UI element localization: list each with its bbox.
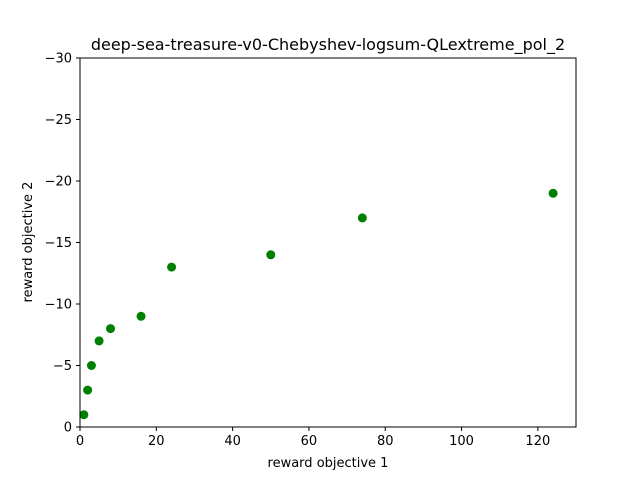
x-tick-label: 80	[377, 434, 394, 449]
data-point	[83, 385, 93, 395]
y-tick-label: −5	[53, 359, 72, 374]
data-points	[79, 188, 558, 420]
data-point	[266, 250, 276, 260]
chart-title: deep-sea-treasure-v0-Chebyshev-logsum-QL…	[91, 35, 565, 55]
x-axis-label: reward objective 1	[268, 456, 389, 471]
x-tick-label: 120	[525, 434, 550, 449]
x-tick-label: 0	[76, 434, 84, 449]
data-point	[136, 311, 146, 321]
data-point	[94, 336, 104, 346]
x-tick-label: 60	[301, 434, 318, 449]
y-axis-ticks: 0 −5 −10 −15 −20 −25 −30	[45, 52, 80, 436]
x-axis-ticks: 0 20 40 60 80 100 120	[76, 427, 550, 449]
y-tick-label: 0	[64, 421, 72, 436]
y-tick-label: −25	[45, 113, 72, 128]
plot-area	[80, 58, 576, 427]
y-tick-label: −20	[45, 175, 72, 190]
data-point	[357, 213, 367, 223]
data-point	[548, 188, 558, 198]
x-tick-label: 20	[148, 434, 165, 449]
x-tick-label: 100	[449, 434, 474, 449]
y-axis-label: reward objective 2	[21, 182, 36, 303]
data-point	[106, 324, 116, 334]
y-tick-label: −15	[45, 236, 72, 251]
x-tick-label: 40	[224, 434, 241, 449]
data-point	[167, 262, 177, 272]
data-point	[79, 410, 89, 420]
data-point	[86, 361, 96, 370]
y-tick-label: −10	[45, 298, 72, 313]
y-tick-label: −30	[45, 52, 72, 67]
